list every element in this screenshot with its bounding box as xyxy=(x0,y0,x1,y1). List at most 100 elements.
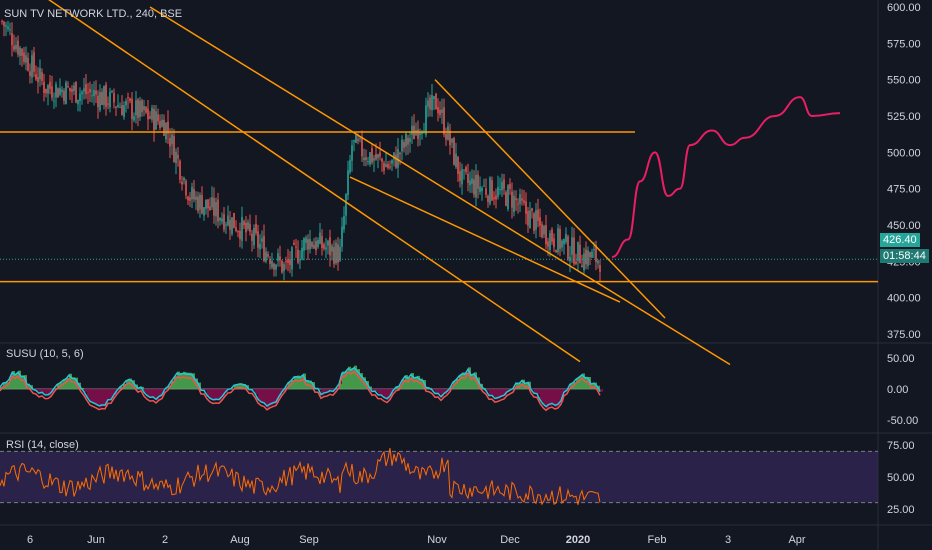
candle-body[interactable] xyxy=(469,180,471,186)
candle-body[interactable] xyxy=(205,199,207,209)
candle-body[interactable] xyxy=(43,81,45,93)
candle-body[interactable] xyxy=(133,116,135,121)
candle-body[interactable] xyxy=(539,217,541,226)
candle-body[interactable] xyxy=(351,145,353,161)
candle-body[interactable] xyxy=(3,21,5,27)
candle-body[interactable] xyxy=(113,93,115,103)
candle-body[interactable] xyxy=(125,100,127,106)
candle-body[interactable] xyxy=(313,244,315,249)
candle-body[interactable] xyxy=(7,26,9,29)
candle-body[interactable] xyxy=(487,196,489,202)
candle-body[interactable] xyxy=(429,97,431,110)
candle-body[interactable] xyxy=(225,224,227,226)
candle-body[interactable] xyxy=(231,217,233,235)
candle-body[interactable] xyxy=(301,247,303,260)
candle-body[interactable] xyxy=(597,260,599,264)
candle-body[interactable] xyxy=(239,230,241,240)
candle-body[interactable] xyxy=(299,259,301,261)
candle-body[interactable] xyxy=(69,87,71,92)
candle-body[interactable] xyxy=(481,187,483,192)
candle-body[interactable] xyxy=(365,157,367,160)
candle-body[interactable] xyxy=(15,44,17,50)
candle-body[interactable] xyxy=(573,237,575,264)
candle-body[interactable] xyxy=(285,260,287,262)
candle-body[interactable] xyxy=(307,239,309,250)
candle-body[interactable] xyxy=(577,241,579,261)
candle-body[interactable] xyxy=(461,169,463,185)
candle-body[interactable] xyxy=(283,264,285,272)
candle-body[interactable] xyxy=(479,186,481,192)
candle-body[interactable] xyxy=(589,252,591,258)
candle-body[interactable] xyxy=(359,137,361,139)
candle-body[interactable] xyxy=(249,223,251,232)
candle-body[interactable] xyxy=(519,194,521,204)
candle-body[interactable] xyxy=(103,85,105,105)
candle-body[interactable] xyxy=(419,131,421,136)
candle-body[interactable] xyxy=(71,89,73,93)
candle-body[interactable] xyxy=(551,229,553,242)
candle-body[interactable] xyxy=(143,106,145,111)
candle-body[interactable] xyxy=(223,214,225,230)
candle-body[interactable] xyxy=(247,222,249,229)
candle-body[interactable] xyxy=(65,82,67,105)
candle-body[interactable] xyxy=(327,240,329,246)
candle-body[interactable] xyxy=(507,185,509,210)
candle-body[interactable] xyxy=(323,244,325,249)
candle-body[interactable] xyxy=(587,250,589,266)
candle-body[interactable] xyxy=(209,206,211,210)
candle-body[interactable] xyxy=(63,90,65,102)
candle-body[interactable] xyxy=(235,227,237,231)
candle-body[interactable] xyxy=(37,77,39,83)
candle-body[interactable] xyxy=(153,109,155,131)
candle-body[interactable] xyxy=(127,97,129,99)
candle-body[interactable] xyxy=(473,179,475,195)
candle-body[interactable] xyxy=(253,228,255,246)
candle-body[interactable] xyxy=(331,245,333,252)
candle-body[interactable] xyxy=(289,259,291,265)
candle-body[interactable] xyxy=(123,105,125,118)
candle-body[interactable] xyxy=(177,154,179,159)
candle-body[interactable] xyxy=(445,133,447,140)
candle-body[interactable] xyxy=(535,210,537,230)
candle-body[interactable] xyxy=(399,152,401,155)
susu-label[interactable]: SUSU (10, 5, 6) xyxy=(6,348,84,360)
candle-body[interactable] xyxy=(237,231,239,233)
candle-body[interactable] xyxy=(99,92,101,111)
candle-body[interactable] xyxy=(531,208,533,212)
candle-body[interactable] xyxy=(459,171,461,181)
candle-body[interactable] xyxy=(217,199,219,222)
candle-body[interactable] xyxy=(111,90,113,92)
candle-body[interactable] xyxy=(255,223,257,234)
candle-body[interactable] xyxy=(453,137,455,165)
candle-body[interactable] xyxy=(571,237,573,255)
candle-body[interactable] xyxy=(515,198,517,201)
candle-body[interactable] xyxy=(11,33,13,46)
candle-body[interactable] xyxy=(493,197,495,200)
candle-body[interactable] xyxy=(369,152,371,165)
candle-body[interactable] xyxy=(83,88,85,92)
candle-body[interactable] xyxy=(361,136,363,157)
candle-body[interactable] xyxy=(595,245,597,263)
candle-body[interactable] xyxy=(465,167,467,172)
candle-body[interactable] xyxy=(387,163,389,168)
candle-body[interactable] xyxy=(243,221,245,226)
candle-body[interactable] xyxy=(533,213,535,231)
candle-body[interactable] xyxy=(81,91,83,95)
candle-body[interactable] xyxy=(91,95,93,97)
candle-body[interactable] xyxy=(207,199,209,209)
candle-body[interactable] xyxy=(115,106,117,108)
candle-body[interactable] xyxy=(155,111,157,130)
candle-body[interactable] xyxy=(87,92,89,94)
candle-body[interactable] xyxy=(5,25,7,27)
candle-body[interactable] xyxy=(159,121,161,128)
candle-body[interactable] xyxy=(183,177,185,181)
candle-body[interactable] xyxy=(75,82,77,103)
candle-body[interactable] xyxy=(189,197,191,201)
candle-body[interactable] xyxy=(77,99,79,105)
susu-signal-line[interactable] xyxy=(0,366,601,408)
candle-body[interactable] xyxy=(147,108,149,120)
candle-body[interactable] xyxy=(491,180,493,201)
candle-body[interactable] xyxy=(213,198,215,216)
candle-body[interactable] xyxy=(297,249,299,263)
